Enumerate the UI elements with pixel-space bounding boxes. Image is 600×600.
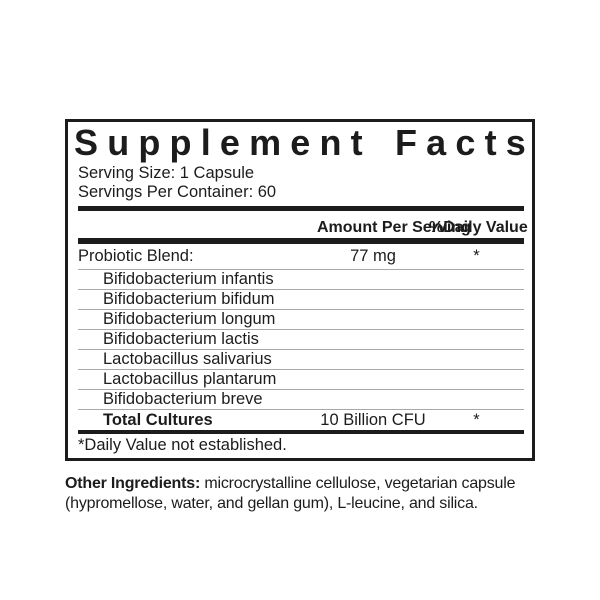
title-letter: e <box>219 122 240 163</box>
column-header-amount: Amount Per Serving <box>317 219 471 236</box>
divider-heavy-bottom <box>78 430 524 434</box>
title-letter: a <box>426 122 447 163</box>
divider-heavy-top <box>78 206 524 211</box>
nutrient-name: Bifidobacterium lactis <box>103 330 259 348</box>
nutrient-name: Lactobacillus salivarius <box>103 350 272 368</box>
nutrient-row: Probiotic Blend: 77 mg * <box>78 244 524 270</box>
nutrient-amount: 77 mg <box>350 247 396 265</box>
nutrient-daily-value: * <box>473 247 480 265</box>
nutrient-row: Total Cultures 10 Billion CFU * <box>78 410 524 430</box>
column-header-row: Amount Per Serving %Daily Value <box>78 211 528 238</box>
nutrient-name: Bifidobacterium bifidum <box>103 290 275 308</box>
serving-size: Serving Size: 1 Capsule <box>78 164 255 182</box>
title-letter: c <box>455 122 476 163</box>
nutrient-row: Lactobacillus plantarum <box>78 370 524 390</box>
title-letter: t <box>350 122 363 163</box>
nutrient-row: Bifidobacterium lactis <box>78 330 524 350</box>
nutrient-row: Bifidobacterium infantis <box>78 270 524 290</box>
title-letter: F <box>395 122 417 163</box>
nutrient-daily-value: * <box>473 410 480 429</box>
nutrient-row: Bifidobacterium breve <box>78 390 524 410</box>
title-letter: s <box>505 122 526 163</box>
servings-per-container: Servings Per Container: 60 <box>78 183 277 201</box>
title-letter: l <box>200 122 211 163</box>
other-ingredients-text: microcrystalline cellulose, vegetarian c… <box>65 475 516 512</box>
nutrient-name: Probiotic Blend: <box>78 247 194 265</box>
nutrient-name: Bifidobacterium infantis <box>103 270 274 288</box>
other-ingredients-label: Other Ingredients: <box>65 475 201 492</box>
nutrient-row: Lactobacillus salivarius <box>78 350 524 370</box>
title-letter: m <box>249 122 282 163</box>
title-letter: t <box>484 122 497 163</box>
title-letter: u <box>107 122 130 163</box>
title-letter: e <box>290 122 311 163</box>
divider-heavy-mid <box>78 238 524 244</box>
nutrient-name: Bifidobacterium longum <box>103 310 276 328</box>
daily-value-footnote: *Daily Value not established. <box>78 436 287 454</box>
title-letter: n <box>319 122 342 163</box>
nutrient-amount: 10 Billion CFU <box>320 410 426 429</box>
other-ingredients: Other Ingredients: microcrystalline cell… <box>65 474 541 513</box>
title-letter: p <box>138 122 161 163</box>
nutrient-name: Bifidobacterium breve <box>103 390 263 408</box>
nutrient-table: Probiotic Blend: 77 mg * Bifidobacterium… <box>78 244 524 430</box>
nutrient-name: Lactobacillus plantarum <box>103 370 277 388</box>
column-header-daily-value: %Daily Value <box>429 219 528 236</box>
nutrient-row: Bifidobacterium longum <box>78 310 524 330</box>
title-letter: p <box>169 122 192 163</box>
title-letter: S <box>74 122 99 163</box>
nutrient-row: Bifidobacterium bifidum <box>78 290 524 310</box>
nutrient-name: Total Cultures <box>103 410 213 429</box>
